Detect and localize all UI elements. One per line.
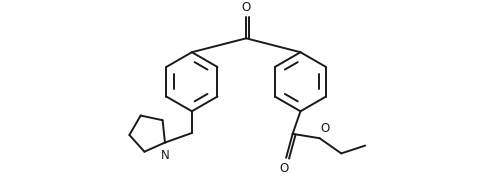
- Text: O: O: [242, 1, 251, 14]
- Text: O: O: [321, 122, 330, 135]
- Text: O: O: [280, 162, 289, 175]
- Text: N: N: [161, 149, 169, 162]
